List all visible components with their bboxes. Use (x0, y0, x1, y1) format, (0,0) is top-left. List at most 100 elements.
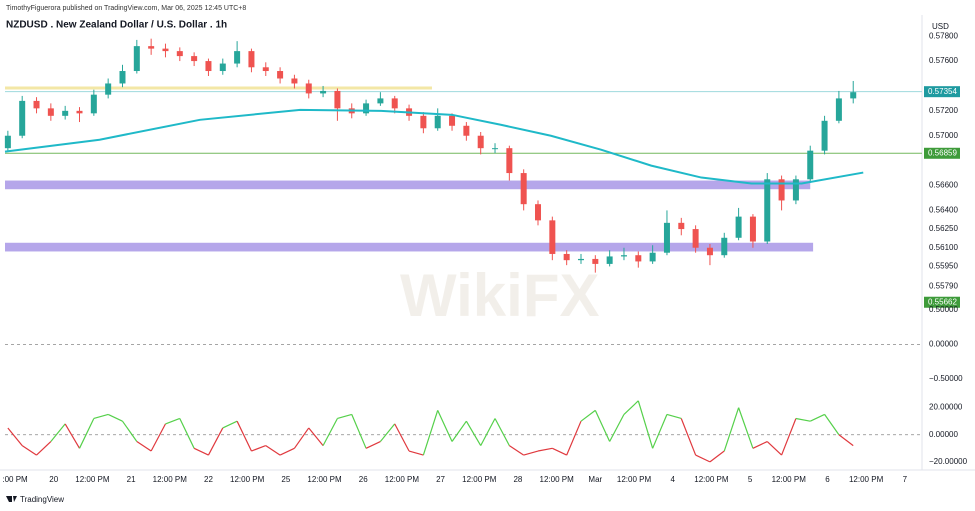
y-tick-label: −0.50000 (929, 374, 963, 383)
x-tick-label: 12:00 PM (849, 475, 884, 484)
y-tick-label: 0.57200 (929, 106, 958, 115)
oscillator-segment (480, 418, 496, 446)
y-tick-label: 0.00000 (929, 430, 958, 439)
x-tick-label: Mar (588, 475, 602, 484)
y-tick-label: 0.56250 (929, 224, 958, 233)
x-tick-label: 28 (513, 475, 522, 484)
candle-body (449, 115, 456, 126)
oscillator-segment (236, 420, 252, 452)
candle-body (420, 115, 427, 129)
y-tick-label: 0.57000 (929, 131, 958, 140)
y-tick-label: 0.56600 (929, 181, 958, 190)
price-flag-label: 0.57354 (928, 87, 957, 96)
y-tick-label: 0.57600 (929, 56, 958, 65)
oscillator-segment (666, 413, 682, 420)
x-tick-label: 12:00 PM (307, 475, 342, 484)
oscillator-segment (623, 400, 639, 415)
oscillator-segment (408, 450, 424, 456)
oscillator-segment (337, 413, 352, 420)
oscillator-segment (509, 445, 525, 456)
x-tick-label: 12:00 PM (694, 475, 729, 484)
candle-body (692, 229, 699, 248)
currency: USD (932, 22, 949, 31)
candle-body (219, 63, 226, 72)
x-tick-label: 20 (49, 475, 58, 484)
candle-body (506, 148, 513, 174)
zone (5, 180, 811, 190)
candle-body (262, 67, 269, 72)
footer: TradingView (20, 495, 64, 504)
oscillator-segment (107, 413, 123, 422)
oscillator-segment (50, 423, 66, 442)
candle-body (477, 135, 484, 149)
candle-body (520, 173, 527, 205)
candle-body (749, 216, 756, 242)
oscillator-segment (21, 445, 37, 456)
price-flag (924, 296, 960, 308)
candle-body (277, 71, 284, 79)
x-tick-label: 12:00 PM (230, 475, 265, 484)
x-tick-label: 12:00 PM (75, 475, 110, 484)
oscillator-segment (451, 420, 467, 442)
candle-body (33, 100, 40, 109)
oscillator-segment (322, 418, 338, 446)
oscillator-segment (652, 414, 668, 449)
oscillator-segment (680, 418, 697, 456)
oscillator-segment (437, 410, 453, 442)
x-tick-label: 12:00 PM (772, 475, 807, 484)
oscillator-segment (193, 447, 209, 456)
oscillator-segment (838, 434, 854, 447)
candle-body (377, 98, 384, 104)
oscillator-segment (136, 441, 152, 452)
oscillator-segment (824, 414, 840, 436)
oscillator-segment (7, 427, 23, 446)
y-tick-label: 0.56100 (929, 243, 958, 252)
candle-body (119, 71, 126, 84)
x-tick-label: 12:00 PM (617, 475, 652, 484)
candle-body (549, 220, 556, 254)
y-tick-label: −20.00000 (929, 457, 968, 466)
symbol-title: NZDUSD . New Zealand Dollar / U.S. Dolla… (6, 20, 227, 31)
oscillator-segment (637, 400, 654, 449)
zone (5, 242, 814, 252)
candle-body (62, 110, 69, 116)
candle-body (535, 204, 542, 221)
x-tick-label: 7 (903, 475, 908, 484)
candle-body (176, 51, 183, 57)
oscillator-segment (723, 407, 740, 452)
candle-body (248, 51, 255, 68)
oscillator-segment (695, 454, 711, 463)
oscillator-segment (494, 418, 510, 446)
candle-body (577, 258, 584, 261)
x-tick-label: 5 (748, 475, 753, 484)
oscillator-segment (752, 440, 768, 449)
candle-body (792, 179, 799, 201)
price-flag-label: 0.56859 (928, 148, 957, 157)
candle-body (764, 179, 771, 242)
x-tick-label: 4 (670, 475, 675, 484)
y-tick-label: 0.55950 (929, 262, 958, 271)
oscillator-segment (394, 423, 410, 452)
candle-body (778, 179, 785, 201)
oscillator-segment (279, 447, 295, 456)
candle-body (821, 120, 828, 151)
oscillator-segment (64, 423, 81, 449)
oscillator-segment (580, 409, 596, 422)
candle-body (850, 92, 857, 99)
price-flag-label: 0.55662 (928, 297, 957, 306)
candle-body (620, 255, 627, 257)
candle-body (162, 48, 169, 52)
x-tick-label: 12:00 PM (462, 475, 497, 484)
candle-body (305, 83, 312, 94)
candle-body (649, 252, 656, 262)
oscillator-segment (379, 423, 396, 442)
candle-body (678, 222, 685, 230)
candle-body (19, 100, 26, 136)
oscillator-segment (781, 418, 797, 456)
oscillator-segment (179, 418, 195, 449)
candle-body (434, 115, 441, 129)
candle-body (391, 98, 398, 109)
y-tick-label: 0.00000 (929, 340, 958, 349)
candle-body (663, 222, 670, 253)
oscillator-segment (308, 427, 324, 446)
